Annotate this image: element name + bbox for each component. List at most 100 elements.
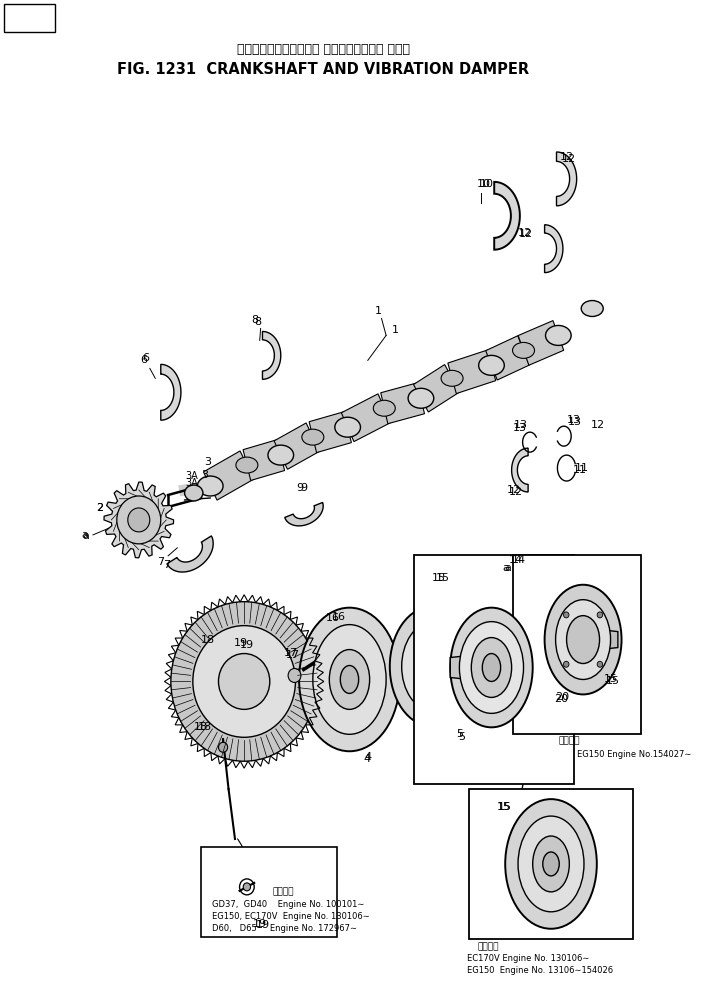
Text: 18: 18 xyxy=(198,723,212,733)
Text: 4: 4 xyxy=(363,754,370,764)
Text: 3: 3 xyxy=(204,457,211,467)
Ellipse shape xyxy=(389,607,474,727)
Ellipse shape xyxy=(415,641,449,691)
Text: クランクシャフトおよび バイブレーション ダンパ: クランクシャフトおよび バイブレーション ダンパ xyxy=(237,43,410,56)
Ellipse shape xyxy=(302,429,324,445)
Text: 13: 13 xyxy=(514,420,528,430)
Ellipse shape xyxy=(268,445,294,465)
Ellipse shape xyxy=(533,836,569,892)
Text: 15: 15 xyxy=(605,677,619,686)
Polygon shape xyxy=(448,351,496,394)
Text: 12: 12 xyxy=(518,228,532,238)
Circle shape xyxy=(128,508,150,532)
Text: 16: 16 xyxy=(326,613,340,623)
Ellipse shape xyxy=(545,584,621,694)
Text: 3A: 3A xyxy=(186,478,198,488)
Polygon shape xyxy=(413,364,460,412)
Ellipse shape xyxy=(546,325,571,346)
Polygon shape xyxy=(557,152,576,206)
Circle shape xyxy=(117,496,161,544)
Text: 7: 7 xyxy=(162,560,170,570)
Ellipse shape xyxy=(518,816,584,912)
Polygon shape xyxy=(262,332,280,379)
Text: 1: 1 xyxy=(375,305,382,315)
Ellipse shape xyxy=(581,300,603,316)
Ellipse shape xyxy=(505,799,597,929)
Polygon shape xyxy=(512,448,528,492)
Ellipse shape xyxy=(198,476,223,496)
Ellipse shape xyxy=(471,637,512,697)
Text: 1: 1 xyxy=(392,325,399,336)
Text: 12: 12 xyxy=(591,420,605,430)
Text: 2: 2 xyxy=(96,503,103,513)
Text: 3: 3 xyxy=(201,470,208,480)
Bar xyxy=(469,790,633,939)
Text: 10: 10 xyxy=(477,179,491,189)
Ellipse shape xyxy=(567,616,600,664)
Text: 3A: 3A xyxy=(186,471,198,481)
Text: 4: 4 xyxy=(364,752,371,762)
Ellipse shape xyxy=(408,388,434,409)
Bar xyxy=(4,4,55,32)
Text: 適用号第: 適用号第 xyxy=(559,736,580,745)
Ellipse shape xyxy=(512,343,534,358)
Text: 5: 5 xyxy=(458,733,465,742)
Circle shape xyxy=(597,661,602,667)
Text: 9: 9 xyxy=(297,483,304,493)
Circle shape xyxy=(288,669,301,682)
Circle shape xyxy=(564,661,569,667)
Ellipse shape xyxy=(340,666,359,693)
Ellipse shape xyxy=(401,623,462,710)
Ellipse shape xyxy=(335,417,361,437)
Ellipse shape xyxy=(425,656,439,678)
Text: 13: 13 xyxy=(567,415,581,425)
Text: 9: 9 xyxy=(300,483,307,493)
Text: 15: 15 xyxy=(496,802,510,812)
Text: EG150  Engine No. 13106∼154026: EG150 Engine No. 13106∼154026 xyxy=(467,966,613,975)
Text: a: a xyxy=(82,531,89,541)
Text: 13: 13 xyxy=(513,423,527,433)
Ellipse shape xyxy=(185,485,203,501)
Text: 19: 19 xyxy=(252,919,266,929)
Text: 2: 2 xyxy=(96,503,103,513)
Polygon shape xyxy=(600,629,618,649)
Text: 19: 19 xyxy=(234,637,248,647)
Text: 19: 19 xyxy=(240,639,254,649)
Text: 適用号第: 適用号第 xyxy=(478,942,499,952)
Ellipse shape xyxy=(459,622,524,713)
Text: EG150, EC170V  Engine No. 130106∼: EG150, EC170V Engine No. 130106∼ xyxy=(212,912,370,921)
Text: 12: 12 xyxy=(562,154,576,164)
Ellipse shape xyxy=(373,401,395,416)
Text: 8: 8 xyxy=(254,317,262,327)
Text: 11: 11 xyxy=(575,464,589,473)
Circle shape xyxy=(243,883,250,891)
Text: 6: 6 xyxy=(143,354,150,363)
Text: 適用号第: 適用号第 xyxy=(273,888,295,897)
Circle shape xyxy=(171,602,318,761)
Ellipse shape xyxy=(543,852,560,876)
Polygon shape xyxy=(381,383,425,423)
Polygon shape xyxy=(274,423,320,469)
Text: a: a xyxy=(82,530,88,540)
Text: 6: 6 xyxy=(140,355,147,365)
Text: EC170V Engine No. 130106∼: EC170V Engine No. 130106∼ xyxy=(467,955,589,963)
Polygon shape xyxy=(342,394,391,442)
Text: a: a xyxy=(505,563,511,573)
Text: 7: 7 xyxy=(157,557,165,567)
Text: 14: 14 xyxy=(509,555,523,565)
Bar xyxy=(201,847,337,937)
Text: FIG. 1231  CRANKSHAFT AND VIBRATION DAMPER: FIG. 1231 CRANKSHAFT AND VIBRATION DAMPE… xyxy=(117,62,529,77)
Text: 12: 12 xyxy=(509,487,523,497)
Polygon shape xyxy=(518,320,564,365)
Text: 15: 15 xyxy=(432,573,446,582)
Circle shape xyxy=(597,612,602,618)
Ellipse shape xyxy=(482,654,501,682)
Polygon shape xyxy=(243,440,285,480)
Circle shape xyxy=(219,654,270,709)
Ellipse shape xyxy=(329,649,370,709)
Text: D60,   D65     Engine No. 172967∼: D60, D65 Engine No. 172967∼ xyxy=(212,924,357,933)
Text: 15: 15 xyxy=(436,573,450,582)
Text: 12: 12 xyxy=(520,229,534,239)
Ellipse shape xyxy=(236,457,258,473)
Polygon shape xyxy=(167,536,213,573)
